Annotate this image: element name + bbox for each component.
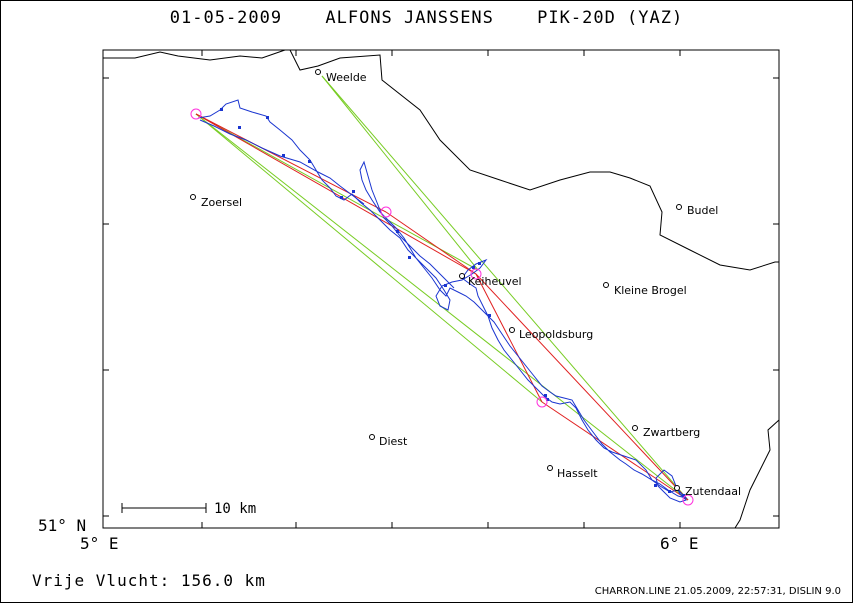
place-weelde: Weelde (315, 69, 367, 84)
turnpoint-markers (190, 108, 694, 506)
flight-track-segment (199, 119, 365, 205)
place-budel: Budel (676, 204, 718, 217)
place-label-zutendaal: Zutendaal (685, 485, 741, 498)
place-zutendaal: Zutendaal (674, 485, 741, 498)
place-label-leopoldsburg: Leopoldsburg (519, 328, 593, 341)
credits-line: CHARRON.LINE 21.05.2009, 22:57:31, DISLI… (594, 586, 841, 597)
place-zwartberg: Zwartberg (632, 425, 700, 439)
scale-bar-label: 10 km (214, 501, 256, 517)
place-markers: Weelde Zoersel Budel Keiheuvel Kleine Br… (190, 69, 741, 498)
place-label-weelde: Weelde (326, 71, 367, 84)
longitude-label-left: 5° E (80, 534, 119, 553)
turnpoint-marker-3 (470, 268, 482, 280)
place-label-kleine-brogel: Kleine Brogel (614, 284, 687, 297)
glider-type: PIK-20D (YAZ) (537, 8, 684, 28)
longitude-label-right: 6° E (660, 534, 699, 553)
turnpoint-marker-finish (682, 494, 694, 506)
place-leopoldsburg: Leopoldsburg (509, 327, 593, 341)
pilot-name: ALFONS JANSSENS (325, 8, 494, 28)
map-frame (102, 49, 780, 529)
free-flight-distance: Vrije Vlucht: 156.0 km (32, 571, 266, 590)
fai-sector-lines (195, 75, 689, 501)
place-kleine-brogel: Kleine Brogel (603, 282, 687, 297)
place-label-keiheuvel: Keiheuvel (468, 275, 522, 288)
place-hasselt: Hasselt (547, 465, 598, 480)
plot-title: 01-05-2009 ALFONS JANSSENS PIK-20D (YAZ) (0, 8, 853, 28)
place-label-zwartberg: Zwartberg (643, 426, 700, 439)
place-diest: Diest (369, 434, 408, 448)
flight-date: 01-05-2009 (169, 8, 283, 28)
place-label-hasselt: Hasselt (557, 467, 598, 480)
turnpoint-marker-4 (536, 396, 548, 408)
turnpoint-marker-start (190, 108, 202, 120)
turnpoint-marker-2 (380, 206, 392, 218)
place-label-budel: Budel (687, 204, 718, 217)
place-label-zoersel: Zoersel (201, 196, 242, 209)
flight-track (197, 99, 688, 503)
place-label-diest: Diest (379, 435, 408, 448)
country-border (103, 49, 780, 529)
place-zoersel: Zoersel (190, 194, 242, 209)
axis-ticks (103, 50, 779, 528)
scale-bar (121, 503, 207, 513)
place-keiheuvel: Keiheuvel (459, 273, 522, 288)
latitude-label: 51° N (38, 516, 86, 535)
